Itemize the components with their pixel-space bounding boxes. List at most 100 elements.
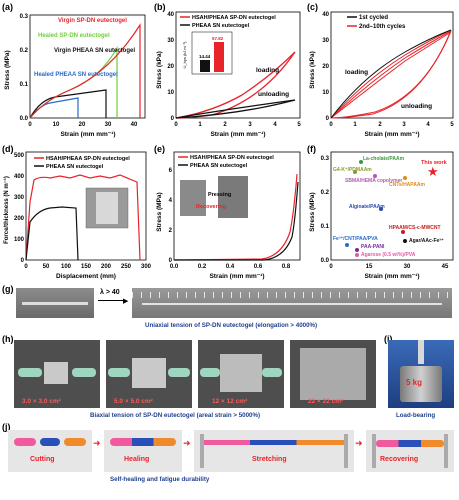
i-photo: 5 kg — [388, 340, 454, 408]
svg-text:57.82: 57.82 — [212, 36, 224, 41]
panel-h: (h) 3.0 × 3.0 cm² 5.0 × 5.0 cm² 12 × 12 … — [0, 334, 380, 420]
panel-c-label: (c) — [307, 2, 318, 12]
svg-text:CNTs/HAPAAm: CNTs/HAPAAm — [389, 182, 425, 188]
svg-text:20: 20 — [322, 64, 329, 70]
panel-c-ylabel: Stress (kPa) — [309, 51, 316, 89]
b-loading-label: loading — [256, 67, 279, 74]
a-series-healed-spdn — [29, 45, 118, 119]
svg-text:4: 4 — [169, 198, 173, 204]
svg-text:250: 250 — [121, 264, 132, 270]
e-legend-0: HSAH/PHEAA SP-DN eutectogel — [190, 155, 274, 161]
svg-text:100: 100 — [14, 237, 25, 243]
svg-text:4: 4 — [426, 122, 430, 128]
svg-text:0: 0 — [169, 258, 173, 264]
b-legend-1: PHEAA SN eutectogel — [192, 23, 250, 29]
svg-text:HPAAM/CS-c-MWCNT: HPAAM/CS-c-MWCNT — [389, 225, 441, 231]
svg-text:0.1: 0.1 — [321, 224, 330, 230]
svg-text:15: 15 — [366, 264, 373, 270]
svg-text:50: 50 — [43, 264, 50, 270]
svg-text:4: 4 — [273, 122, 277, 128]
panel-d: (d) Force/thickness (N m⁻¹) 0 100 200 30… — [0, 142, 152, 282]
svg-text:0.0: 0.0 — [321, 258, 330, 264]
svg-text:14.44: 14.44 — [199, 54, 211, 59]
a-xtick-2: 20 — [79, 122, 86, 128]
svg-text:300: 300 — [141, 264, 152, 270]
svg-text:Alginate/PAAm: Alginate/PAAm — [349, 204, 385, 210]
panel-e: (e) Stress (MPa) 0 2 4 6 0.0 0.2 0.4 0.6… — [152, 142, 305, 282]
panel-e-chart: Stress (MPa) 0 2 4 6 0.0 0.2 0.4 0.6 0.8… — [156, 151, 301, 280]
svg-text:45: 45 — [442, 264, 449, 270]
panel-j: (j) Cutting ➜ Healing ➜ Stretching ➜ Rec… — [0, 422, 459, 500]
panel-g-label: (g) — [2, 284, 14, 294]
panel-c-chart: Stress (kPa) 0 10 20 30 40 0 1 2 3 4 5 S… — [309, 11, 454, 138]
f-this-work-star: ★ — [427, 164, 439, 179]
svg-text:3: 3 — [402, 122, 406, 128]
b-inset-bar-0 — [200, 60, 210, 72]
svg-text:10: 10 — [167, 90, 174, 96]
a-ytick-3: 0.3 — [20, 14, 29, 20]
h-photo-2: 5.0 × 5.0 cm² — [106, 340, 192, 408]
a-series-virgin-spdn — [29, 22, 141, 119]
g-arrow-icon: ▶ — [123, 298, 129, 305]
svg-text:2: 2 — [169, 228, 173, 234]
panel-i: (i) 5 kg Load-bearing — [382, 334, 459, 420]
panel-e-xlabel: Strain (mm mm⁻¹) — [209, 273, 264, 280]
svg-text:1: 1 — [198, 122, 202, 128]
svg-text:0.0: 0.0 — [170, 264, 179, 270]
panel-e-ylabel: Stress (MPa) — [156, 192, 163, 231]
panel-d-xlabel: Displacement (mm) — [56, 273, 116, 280]
j-arrow-icon-1: ➜ — [93, 438, 101, 448]
svg-text:U_hys (kJ m⁻³): U_hys (kJ m⁻³) — [182, 41, 187, 69]
svg-text:150: 150 — [81, 264, 92, 270]
h-size-2: 5.0 × 5.0 cm² — [114, 398, 153, 405]
j-photo-recovering: Recovering — [366, 430, 454, 472]
g-caption: Uniaxial tension of SP-DN eutectogel (el… — [145, 322, 318, 329]
j-arrow-icon-3: ➜ — [355, 438, 363, 448]
panel-a-ylabel: Stress (MPa) — [4, 50, 11, 89]
e-inset-photo-pressing — [180, 180, 206, 216]
svg-text:20: 20 — [167, 64, 174, 70]
c-legend-0: 1st cycled — [359, 15, 388, 21]
svg-text:30: 30 — [167, 38, 174, 44]
panel-a-chart: Stress (MPa) 0.0 0.1 0.2 0.3 0 10 20 30 … — [4, 14, 146, 138]
e-pressing-label: Pressing — [208, 192, 231, 198]
svg-text:Agarose (0.5 wt%)/PVA: Agarose (0.5 wt%)/PVA — [361, 252, 416, 258]
svg-text:G4-K⁺/PDMAAm: G4-K⁺/PDMAAm — [333, 167, 372, 173]
svg-text:0: 0 — [326, 116, 330, 122]
svg-text:5: 5 — [297, 122, 301, 128]
a-series-virgin-pheaa — [29, 89, 107, 119]
panel-b-chart: Stress (kPa) 0 10 20 30 40 0 1 2 3 4 5 S… — [156, 11, 301, 138]
c-loading-label: loading — [345, 69, 368, 76]
a-legend-virgin-pheaa: Virgin PHEAA SN eutectogel — [54, 48, 135, 54]
a-xtick-3: 30 — [105, 122, 112, 128]
svg-text:0: 0 — [21, 258, 25, 264]
svg-text:1: 1 — [353, 122, 357, 128]
panel-f-chart: Stress (MPa) 0.0 0.1 0.2 0.3 0 15 30 45 … — [309, 151, 454, 280]
svg-text:PAA-PANI: PAA-PANI — [361, 244, 385, 250]
svg-text:0.2: 0.2 — [321, 190, 330, 196]
c-legend-1: 2nd–10th cycles — [359, 24, 406, 30]
a-legend-virgin-spdn: Virgin SP-DN eutectogel — [58, 18, 127, 24]
h-photo-4: 22 × 22 cm² — [290, 340, 376, 408]
svg-text:0.8: 0.8 — [282, 264, 291, 270]
panel-d-ylabel: Force/thickness (N m⁻¹) — [3, 176, 10, 244]
svg-text:0.2: 0.2 — [198, 264, 207, 270]
panel-a-label: (a) — [2, 2, 13, 12]
f-this-work-label: This work — [421, 160, 448, 166]
a-legend-healed-spdn: Healed SP-DN eutectogel — [38, 33, 110, 39]
panel-b-label: (b) — [154, 2, 166, 12]
panel-j-label: (j) — [2, 422, 11, 432]
a-legend-healed-pheaa: Healed PHEAA SN eutectogel — [34, 72, 118, 78]
b-legend-0: HSAH/PHEAA SP-DN eutectogel — [192, 15, 276, 21]
svg-text:La-cholate/PAAm: La-cholate/PAAm — [363, 156, 405, 162]
j-step-recovering: Recovering — [380, 456, 419, 463]
a-ytick-2: 0.2 — [20, 48, 29, 54]
j-step-stretching: Stretching — [252, 456, 287, 463]
svg-text:30: 30 — [404, 264, 411, 270]
panel-e-label: (e) — [154, 144, 165, 154]
a-xtick-1: 10 — [53, 122, 60, 128]
panel-f-ylabel: Stress (MPa) — [309, 192, 316, 231]
i-caption: Load-bearing — [396, 412, 436, 419]
j-step-healing: Healing — [124, 456, 150, 463]
panel-g: (g) ▶ λ > 40 Uniaxial tension of SP-DN e… — [0, 284, 459, 332]
